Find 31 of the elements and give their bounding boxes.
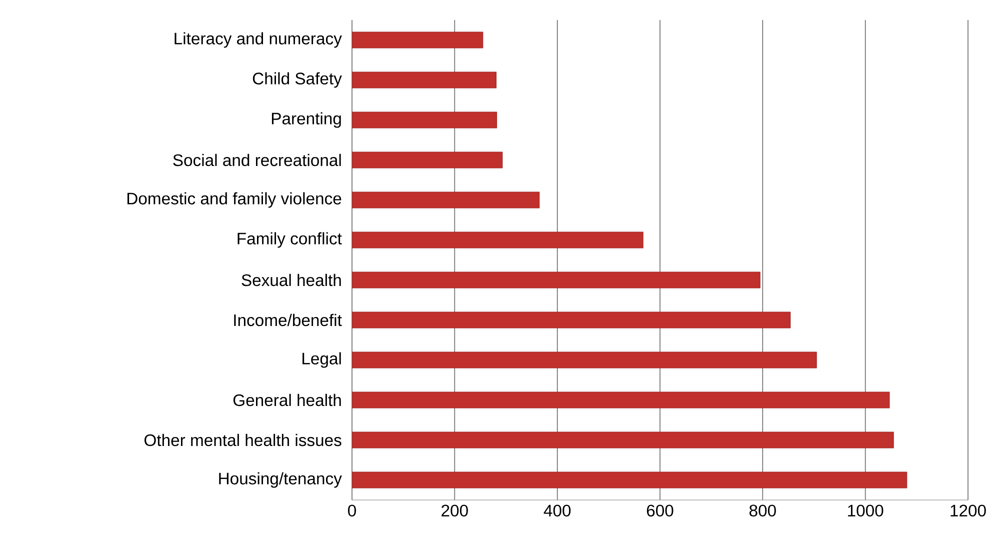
bar	[352, 432, 894, 448]
bar	[352, 472, 908, 488]
y-tick-label: Child Safety	[252, 72, 342, 88]
y-tick-label: Social and recreational	[173, 154, 341, 166]
bar	[352, 352, 817, 368]
bar	[352, 112, 498, 128]
x-tick-label: 400	[544, 504, 571, 517]
bar	[352, 192, 540, 208]
y-tick-label: Family conflict	[238, 232, 342, 248]
y-tick-label: Domestic and family violence	[127, 192, 342, 208]
y-tick-label: Literacy and numeracy	[174, 32, 342, 48]
y-tick-label: Parenting	[272, 112, 341, 128]
bar	[352, 272, 760, 288]
y-tick-label: Housing/tenancy	[219, 472, 342, 488]
x-tick-label: 0	[348, 504, 356, 517]
bar	[352, 72, 497, 88]
y-tick-label: General health	[233, 394, 341, 406]
bar	[352, 312, 791, 328]
y-tick-label: Sexual health	[242, 274, 341, 286]
bar	[352, 152, 503, 168]
y-tick-label: Other mental health issues	[144, 434, 342, 446]
x-tick-label: 600	[646, 504, 674, 517]
y-tick-label: Legal	[302, 352, 341, 368]
x-tick-label: 1000	[848, 504, 884, 517]
x-tick-label: 800	[749, 504, 776, 517]
bar	[352, 392, 890, 408]
bar	[352, 232, 644, 248]
y-tick-label: Income/benefit	[234, 314, 342, 326]
bar	[352, 32, 484, 48]
x-tick-label: 1200	[950, 504, 986, 517]
x-tick-label: 200	[442, 504, 468, 517]
